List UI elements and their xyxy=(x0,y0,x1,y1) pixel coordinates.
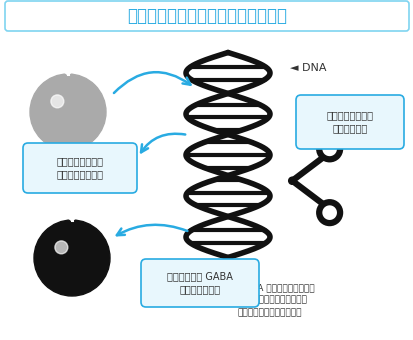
Circle shape xyxy=(288,177,295,184)
Circle shape xyxy=(34,220,110,296)
Text: 栄養価の高いトマトをつくることも: 栄養価の高いトマトをつくることも xyxy=(127,7,286,25)
FancyBboxPatch shape xyxy=(141,259,259,307)
Circle shape xyxy=(55,241,68,254)
Circle shape xyxy=(30,74,106,150)
FancyBboxPatch shape xyxy=(5,1,408,31)
Text: ◄ DNA: ◄ DNA xyxy=(289,63,326,73)
Text: ▲ふつうのトマト: ▲ふつうのトマト xyxy=(42,156,94,166)
Circle shape xyxy=(318,138,339,159)
FancyBboxPatch shape xyxy=(295,95,403,149)
Text: 修復機能が動いて
突然変異が起こる: 修復機能が動いて 突然変異が起こる xyxy=(56,156,103,180)
Circle shape xyxy=(51,95,64,108)
FancyBboxPatch shape xyxy=(23,143,137,193)
Circle shape xyxy=(318,202,339,223)
Text: GABA とはアミノ酸の一種
で、ストレスを緩和させたり
血圧の上昇を抑える成分。: GABA とはアミノ酸の一種 で、ストレスを緩和させたり 血圧の上昇を抑える成分… xyxy=(237,283,314,317)
Text: ねらいの遺伝子を
正確にカット: ねらいの遺伝子を 正確にカット xyxy=(326,110,373,134)
Text: 健康によい高 GABA
トマトが誕生！: 健康によい高 GABA トマトが誕生！ xyxy=(167,271,233,294)
